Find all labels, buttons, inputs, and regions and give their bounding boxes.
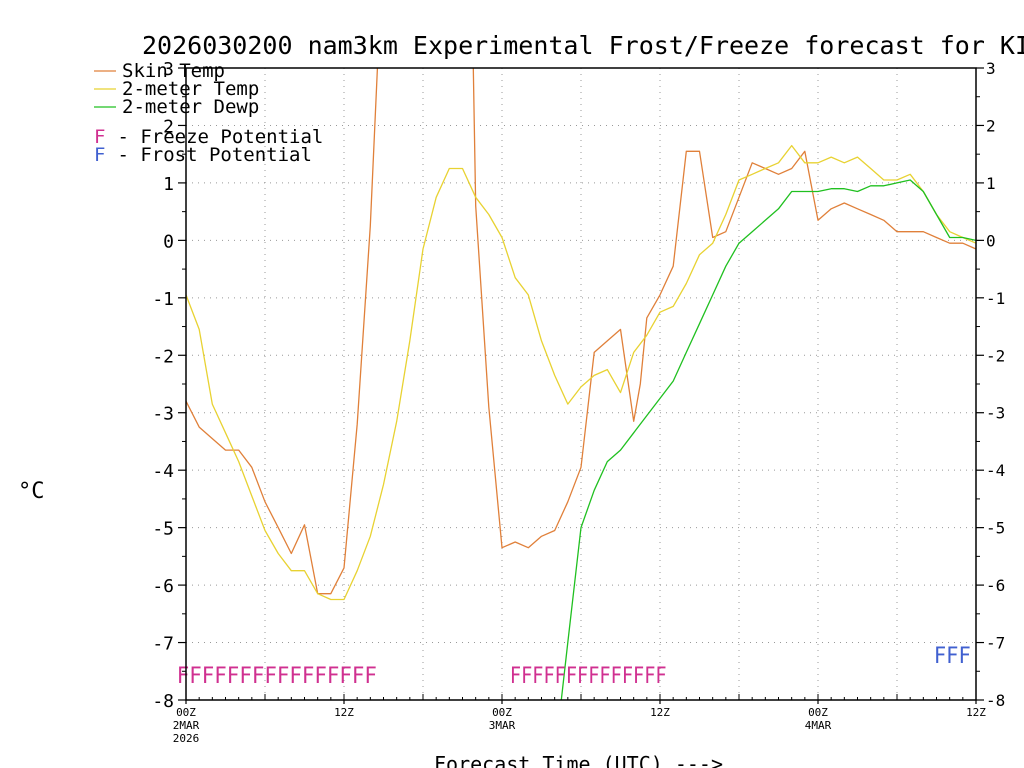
potential-legend-label: - Freeze Potential [106,126,323,148]
y-tick-label-left: 0 [163,231,174,252]
x-tick-year: 2026 [173,732,200,745]
y-tick-label-right: -2 [986,346,1005,365]
y-tick-label-left: -8 [152,691,174,712]
y-tick-label-left: -7 [152,634,174,655]
y-tick-label-left: -2 [152,346,174,367]
frost-potential-marks: FFF [934,644,971,669]
x-tick-label: 12Z [334,706,354,719]
y-tick-label-right: 0 [986,231,996,250]
series-line-2-meter-dewp [560,179,976,700]
y-tick-label-left: -1 [152,289,174,310]
y-tick-label-right: -6 [986,576,1005,595]
x-tick-label: 12Z [650,706,670,719]
y-tick-label-right: 1 [986,174,996,193]
series-lines [186,68,976,700]
freeze-potential-marks: FFFFFFFFFFFFFF [510,664,667,689]
y-tick-label-right: -1 [986,289,1005,308]
axes: -8 -8 -7 -7 -6 -6 -5 -5 -4 -4 -3 -3 -2 -2 -1 -1 0 0 1 1 2 2 3 3… [152,59,1005,745]
x-tick-date: 3MAR [489,719,516,732]
y-tick-label-left: -6 [152,576,174,597]
x-tick-label: 00Z [808,706,828,719]
y-tick-label-left: -3 [152,404,174,425]
y-tick-label-right: -8 [986,691,1005,710]
x-tick-date: 4MAR [805,719,832,732]
legend-label: Skin Temp [122,60,225,82]
y-tick-label-left: -5 [152,519,174,540]
y-tick-label-right: 2 [986,116,996,135]
x-axis-label: Forecast Time (UTC) ---> [434,752,723,768]
chart-title: 2026030200 nam3km Experimental Frost/Fre… [142,31,1024,60]
y-tick-label-left: 1 [163,174,174,195]
freeze-potential-marks: FFFFFFFFFFFFFFFF [177,664,377,689]
legend-label: 2-meter Temp [122,78,259,100]
y-tick-label-left: 3 [163,59,174,80]
y-tick-label-right: -7 [986,634,1005,653]
y-tick-label-right: -4 [986,461,1005,480]
potential-legend-letter: F [94,126,105,148]
legend-label: 2-meter Dewp [122,96,259,118]
x-tick-label: 12Z [966,706,986,719]
x-tick-label: 00Z [176,706,196,719]
y-tick-label-right: 3 [986,59,996,78]
y-tick-label-left: 2 [163,116,174,137]
series-line-2-meter-temp [186,144,976,601]
x-tick-label: 00Z [492,706,512,719]
series-line-skin-temp [186,68,976,595]
y-axis-label: °C [18,479,45,504]
y-tick-label-right: -3 [986,404,1005,423]
y-tick-label-right: -5 [986,519,1005,538]
y-tick-label-left: -4 [152,461,174,482]
x-tick-date: 2MAR [173,719,200,732]
potential-legend-label: - Frost Potential [106,144,312,166]
potential-legend-letter: F [94,144,105,166]
